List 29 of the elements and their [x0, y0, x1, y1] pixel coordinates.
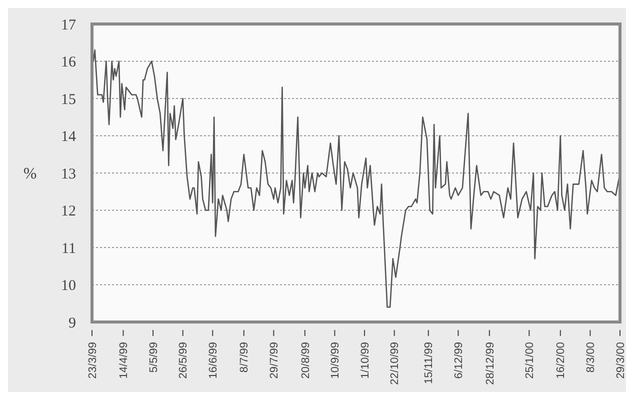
y-tick-label: 13 — [61, 166, 76, 182]
x-tick-label: 22/10/99 — [389, 342, 402, 385]
x-tick-label: 8/3/00 — [585, 342, 598, 373]
x-tick-label: 6/12/99 — [453, 342, 466, 379]
y-tick-label: 11 — [62, 240, 76, 257]
y-tick-label: 12 — [61, 204, 76, 220]
x-tick-label: 29/3/00 — [614, 342, 627, 379]
y-tick-label: 9 — [68, 315, 76, 332]
x-tick-label: 5/5/99 — [148, 342, 160, 373]
line-series — [92, 49, 621, 308]
x-tick-label: 29/7/99 — [268, 342, 281, 379]
x-tick-label: 25/1/00 — [524, 342, 536, 379]
x-tick-label: 16/6/99 — [207, 342, 220, 379]
y-tick-label: 14 — [61, 129, 76, 145]
x-tick-label: 28/12/99 — [484, 342, 496, 385]
x-tick-label: 10/9/99 — [330, 342, 342, 379]
y-tick-label: 16 — [61, 54, 76, 70]
x-tick-label: 14/4/99 — [118, 342, 130, 379]
x-tick-label: 16/2/00 — [555, 342, 568, 379]
x-tick-label: 20/8/99 — [300, 342, 312, 379]
x-tick-label: 8/7/99 — [238, 342, 251, 373]
y-tick-label: 10 — [61, 278, 76, 294]
x-tick-label: 15/11/99 — [423, 342, 436, 384]
y-tick-label: 17 — [61, 17, 76, 34]
x-tick-label: 1/10/99 — [359, 342, 372, 379]
x-tick-label: 26/5/99 — [178, 342, 190, 379]
y-tick-label: 15 — [61, 92, 76, 108]
x-tick-label: 23/3/99 — [86, 342, 99, 379]
y-axis-title: % — [23, 166, 37, 183]
